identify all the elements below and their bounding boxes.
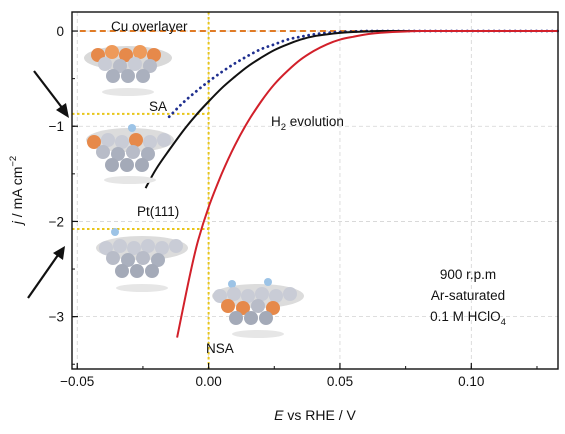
series-line-pt-111- (144, 29, 558, 189)
pt111-label: Pt(111) (137, 204, 179, 219)
x-axis-label: E vs RHE / V (274, 407, 356, 423)
y-tick-label-2: −2 (49, 214, 64, 229)
x-tick-label-3: 0.10 (458, 374, 484, 389)
h2-subscript: 2 (281, 122, 286, 133)
x-axis-text: vs RHE / V (283, 407, 356, 423)
series-line-sa (167, 29, 560, 119)
x-tick-label-1: 0.00 (195, 374, 221, 389)
h2-evolution-text: evolution (286, 114, 344, 129)
nsa-surface-illustration (212, 278, 304, 338)
y-tick-label-1: −1 (49, 119, 64, 134)
y-tick-label-3: −3 (49, 310, 64, 325)
nsa-label: NSA (206, 341, 234, 356)
conditions-electrolyte: 0.1 M HClO4 (430, 309, 506, 328)
electrolyte-text: 0.1 M HClO (430, 309, 501, 324)
plot-frame (71, 11, 559, 370)
axis-ticks: −0.05 0.00 0.05 0.10 0 −1 −2 −3 (49, 24, 538, 389)
y-axis-symbol: j (9, 220, 25, 226)
cu-overlayer-surface-illustration (84, 45, 172, 96)
arrow-icon-lower (27, 246, 65, 299)
sa-surface-illustration (86, 124, 174, 184)
x-tick-label-2: 0.05 (327, 374, 353, 389)
x-tick-label-0: −0.05 (60, 374, 94, 389)
h2-text: H (271, 114, 281, 129)
conditions-atmosphere: Ar-saturated (431, 288, 505, 303)
series-group (79, 29, 560, 338)
arrow-icon-upper (33, 70, 69, 118)
conditions-rpm: 900 r.p.m (440, 267, 496, 282)
y-axis-superscript: −2 (8, 156, 19, 167)
electrolyte-subscript: 4 (501, 317, 506, 328)
y-tick-label-0: 0 (56, 24, 64, 39)
series-line-nsa (176, 29, 558, 338)
sa-label: SA (149, 99, 167, 114)
y-axis-text: / mA cm (9, 167, 25, 221)
pt111-surface-illustration (96, 228, 188, 292)
h2-evolution-label: H2 evolution (271, 114, 344, 133)
x-axis-symbol: E (274, 407, 284, 423)
reference-lines (72, 12, 210, 369)
y-axis-label: j / mA cm−2 (8, 156, 25, 226)
cu-overlayer-label: Cu overlayer (111, 19, 188, 34)
